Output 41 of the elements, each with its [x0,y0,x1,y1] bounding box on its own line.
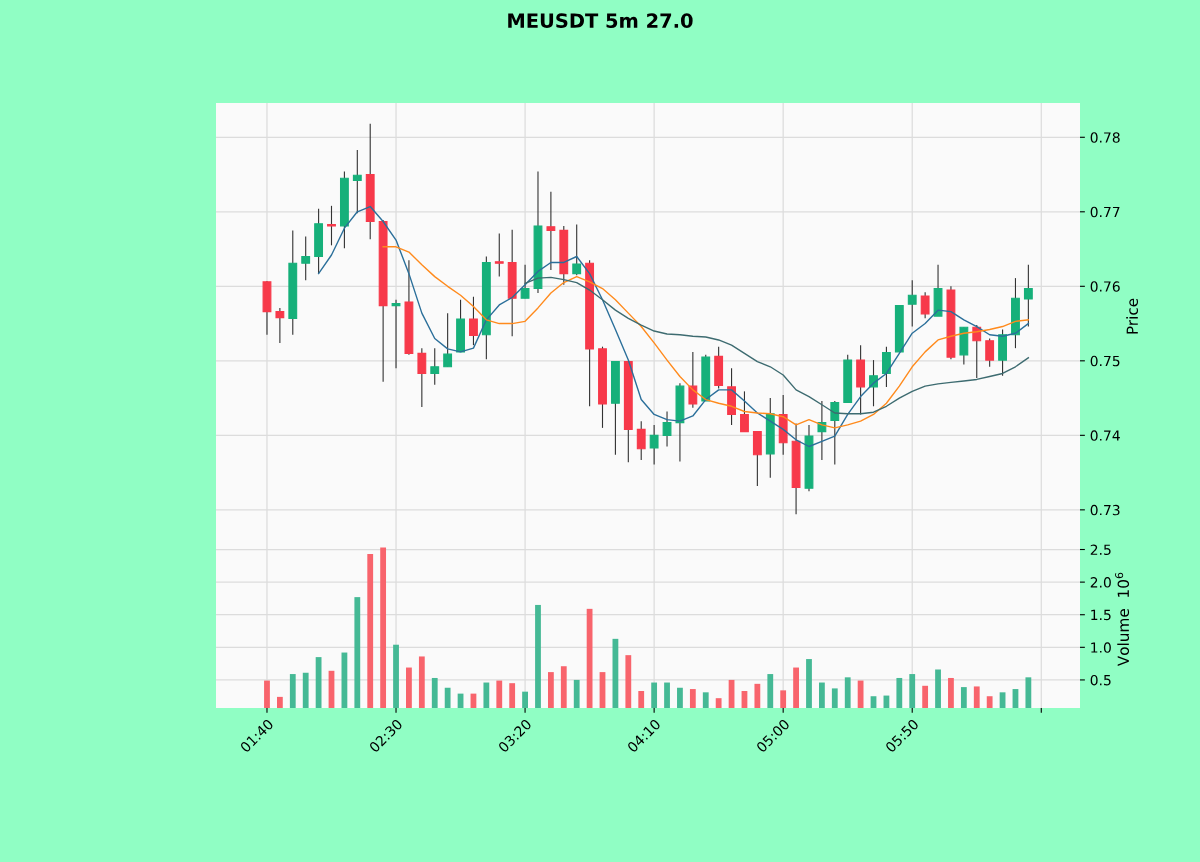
candlestick [985,337,995,368]
candlestick [752,431,762,487]
candlestick [649,424,659,465]
candlestick [907,279,917,328]
y-tick-label: 0.75 [1090,355,1120,367]
candlestick [520,264,530,299]
y-tick-label: 0.5 [1090,674,1111,686]
y-tick-label: 1.0 [1091,642,1111,653]
y-tick-label: 1.5 [1091,609,1111,621]
candlestick [688,351,698,409]
candlestick [417,347,427,408]
candlestick [869,359,878,407]
chart-title: MEUSDT 5m 27.0 [508,13,693,28]
y-tick-label: 0.73 [1090,504,1120,516]
candlestick [1023,264,1033,328]
y-tick-label: 0.76 [1090,281,1120,292]
y-tick-label: 2.5 [1090,544,1111,555]
candlestick [430,347,440,386]
y-axis-title: Price [1126,298,1139,334]
candlestick [572,223,582,276]
candlestick [920,291,930,319]
line-series [317,205,1030,448]
candlestick [494,232,504,278]
candlestick [546,191,556,271]
candlestick [881,346,891,388]
candlestick [301,235,311,281]
candlestick [740,390,749,433]
candlestick [662,410,672,448]
y-tick-label: 0.74 [1090,430,1120,441]
y-axis-title: Volume 10$^{6}$ [1115,572,1130,667]
candlestick [830,400,840,465]
y-tick-label: 0.78 [1090,132,1120,143]
candlestick [636,420,646,461]
y-tick-label: 2.0 [1090,577,1111,588]
y-tick-label: 0.77 [1090,206,1120,218]
candlestick [443,312,453,368]
candlestick [391,299,401,369]
candlestick [275,307,285,344]
candlestick [327,205,336,246]
candlestick [469,296,478,346]
candlestick [352,149,362,214]
